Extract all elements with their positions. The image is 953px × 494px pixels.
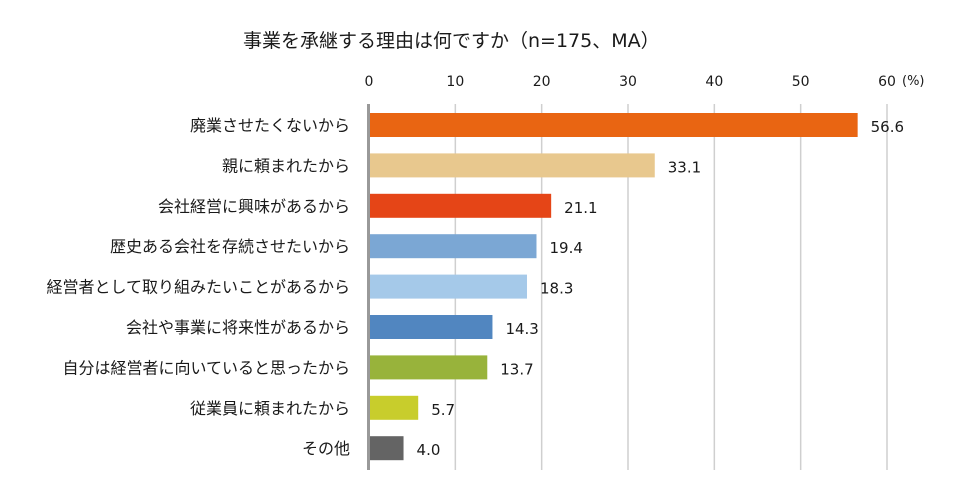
bar <box>369 113 858 137</box>
x-tick-label: 20 <box>533 74 551 90</box>
category-label: 歴史ある会社を存続させたいから <box>110 237 350 256</box>
category-label: 経営者として取り組みたいことがあるから <box>46 278 350 297</box>
value-label: 18.3 <box>540 280 573 298</box>
bar-row: 経営者として取り組みたいことがあるから 18.3 <box>46 274 573 299</box>
category-label: 自分は経営者に向いていると思ったから <box>62 358 350 377</box>
bar-row: 廃業させたくないから 56.6 <box>190 113 904 137</box>
bar <box>369 234 537 259</box>
unit-label: (%) <box>902 74 925 89</box>
value-label: 19.4 <box>549 239 582 257</box>
value-label: 21.1 <box>564 199 597 217</box>
x-tick-label: 60 <box>878 74 896 90</box>
bar <box>369 315 493 339</box>
category-label: 会社や事業に将来性があるから <box>126 318 350 337</box>
value-label: 4.0 <box>417 441 441 459</box>
bars: 廃業させたくないから 56.6 親に頼まれたから 33.1 会社経営に興味があるから 21… <box>46 113 904 461</box>
x-tick-label: 10 <box>446 74 464 90</box>
value-label: 13.7 <box>500 360 533 378</box>
bar-row: その他 4.0 <box>302 436 441 461</box>
value-label: 14.3 <box>505 320 538 338</box>
value-label: 5.7 <box>431 401 455 419</box>
bar-row: 親に頼まれたから 33.1 <box>222 153 701 178</box>
bar <box>369 395 419 420</box>
x-tick-label: 0 <box>365 74 374 90</box>
y-axis-line <box>367 104 370 470</box>
category-label: 廃業させたくないから <box>190 116 350 135</box>
category-label: 親に頼まれたから <box>222 156 350 175</box>
bar <box>369 355 488 380</box>
category-label: 会社経営に興味があるから <box>158 197 350 216</box>
bar <box>369 153 655 178</box>
x-tick-label: 50 <box>792 74 810 90</box>
x-tick-label: 30 <box>619 74 637 90</box>
x-axis-ticks: 0 10 20 30 40 50 60 <box>365 74 896 90</box>
chart-title: 事業を承継する理由は何ですか（n=175、MA） <box>243 30 660 52</box>
bar <box>369 436 404 461</box>
bar-row: 会社や事業に将来性があるから 14.3 <box>126 315 539 339</box>
category-label: 従業員に頼まれたから <box>190 399 350 418</box>
bar-row: 従業員に頼まれたから 5.7 <box>190 395 455 420</box>
bar <box>369 193 552 218</box>
bar-row: 歴史ある会社を存続させたいから 19.4 <box>110 234 583 259</box>
bar-row: 会社経営に興味があるから 21.1 <box>158 193 598 218</box>
bar-row: 自分は経営者に向いていると思ったから 13.7 <box>62 355 534 380</box>
bar <box>369 274 527 299</box>
value-label: 56.6 <box>871 118 904 136</box>
x-tick-label: 40 <box>705 74 723 90</box>
category-label: その他 <box>302 439 350 458</box>
value-label: 33.1 <box>668 158 701 176</box>
